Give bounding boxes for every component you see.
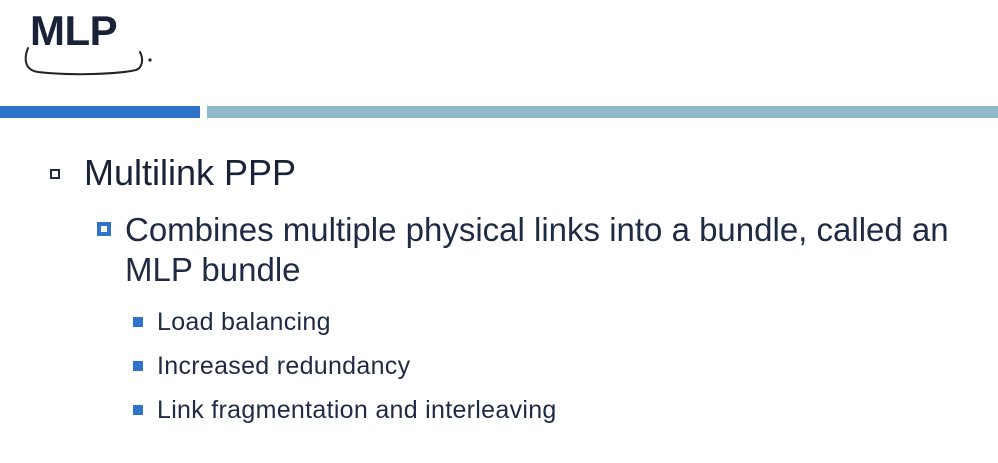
list-item: Load balancing xyxy=(133,300,557,344)
list-item-text: Load balancing xyxy=(157,308,331,337)
bullet-level2: Combines multiple physical links into a … xyxy=(97,210,987,290)
filled-square-bullet-icon xyxy=(133,317,143,327)
filled-square-bullet-icon xyxy=(133,405,143,415)
list-item: Link fragmentation and interleaving xyxy=(133,388,557,432)
header-accent-bar-left xyxy=(0,106,200,118)
hollow-square-bullet-icon xyxy=(50,169,60,179)
handwritten-underline xyxy=(18,44,168,84)
bullet-level1-text: Multilink PPP xyxy=(84,155,296,191)
framed-square-bullet-icon xyxy=(97,222,111,236)
bullet-level1: Multilink PPP xyxy=(50,155,296,191)
list-item: Increased redundancy xyxy=(133,344,557,388)
filled-square-bullet-icon xyxy=(133,361,143,371)
bullet-level2-text: Combines multiple physical links into a … xyxy=(125,210,987,290)
list-item-text: Increased redundancy xyxy=(157,352,410,381)
list-item-text: Link fragmentation and interleaving xyxy=(157,396,557,425)
bullet-level3-list: Load balancing Increased redundancy Link… xyxy=(133,300,557,432)
header-accent-bar-right xyxy=(207,106,998,118)
